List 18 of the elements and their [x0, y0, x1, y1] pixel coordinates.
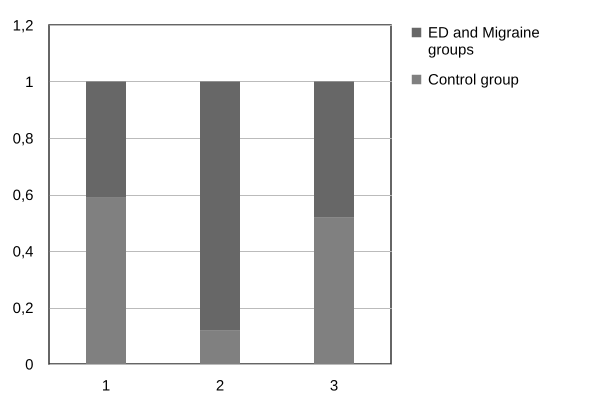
y-tick-label: 0,8	[12, 130, 34, 148]
y-tick-label: 1	[25, 74, 34, 91]
y-tick-label: 0,6	[12, 187, 34, 204]
legend-label: ED and Migraine groups	[428, 24, 540, 58]
y-tick-label: 1,2	[12, 18, 34, 34]
bar	[200, 82, 240, 330]
bar	[314, 217, 354, 364]
x-tick-label: 3	[330, 378, 338, 394]
bar	[86, 82, 126, 198]
x-tick-label: 2	[216, 378, 224, 394]
legend-label: Control group	[428, 72, 519, 88]
bar	[314, 82, 354, 218]
bar	[200, 330, 240, 364]
x-tick-label: 1	[102, 378, 110, 394]
y-tick-label: 0	[25, 356, 34, 374]
y-tick-label: 0,4	[12, 244, 34, 260]
y-tick-label: 0,2	[12, 300, 34, 317]
bar	[86, 197, 126, 364]
